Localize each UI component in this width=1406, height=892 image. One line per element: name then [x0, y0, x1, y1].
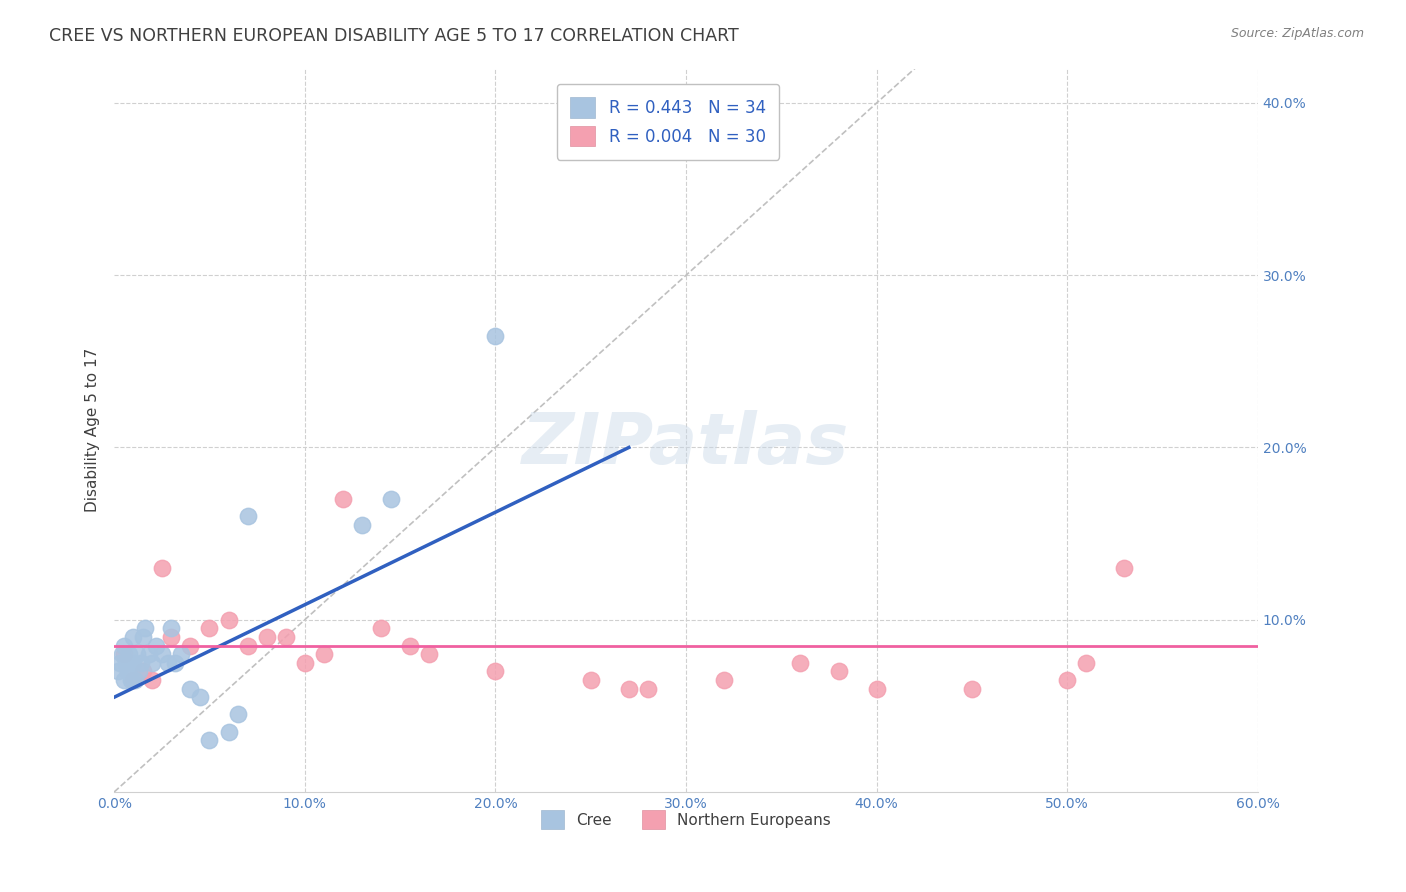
Point: [198, 733, 221, 747]
Point: [256, 630, 278, 644]
Point: [418, 647, 440, 661]
Point: [165, 656, 187, 670]
Point: [713, 673, 735, 687]
Point: [617, 681, 640, 696]
Point: [132, 665, 155, 679]
Point: [218, 724, 240, 739]
Point: [398, 639, 420, 653]
Point: [236, 509, 259, 524]
Point: [637, 681, 659, 696]
Point: [218, 613, 240, 627]
Point: [129, 656, 152, 670]
Point: [484, 665, 506, 679]
Point: [112, 639, 135, 653]
Text: Source: ZipAtlas.com: Source: ZipAtlas.com: [1230, 27, 1364, 40]
Point: [226, 707, 249, 722]
Point: [160, 630, 183, 644]
Point: [124, 673, 146, 687]
Point: [141, 673, 163, 687]
Point: [156, 656, 179, 670]
Point: [380, 492, 402, 507]
Point: [312, 647, 335, 661]
Text: ZIPatlas: ZIPatlas: [523, 410, 849, 479]
Point: [179, 639, 201, 653]
Point: [179, 681, 201, 696]
Point: [1114, 561, 1136, 575]
Point: [274, 630, 297, 644]
Text: CREE VS NORTHERN EUROPEAN DISABILITY AGE 5 TO 17 CORRELATION CHART: CREE VS NORTHERN EUROPEAN DISABILITY AGE…: [49, 27, 740, 45]
Point: [108, 656, 131, 670]
Legend: Cree, Northern Europeans: Cree, Northern Europeans: [534, 804, 837, 835]
Point: [122, 630, 145, 644]
Point: [122, 673, 145, 687]
Point: [236, 639, 259, 653]
Point: [170, 647, 193, 661]
Point: [160, 621, 183, 635]
Point: [117, 665, 139, 679]
Point: [128, 665, 150, 679]
Point: [107, 665, 129, 679]
Point: [114, 656, 136, 670]
Point: [1076, 656, 1098, 670]
Point: [866, 681, 889, 696]
Y-axis label: Disability Age 5 to 17: Disability Age 5 to 17: [86, 348, 100, 512]
Point: [118, 647, 141, 661]
Point: [579, 673, 602, 687]
Point: [138, 647, 160, 661]
Point: [122, 656, 145, 670]
Point: [188, 690, 211, 705]
Point: [294, 656, 316, 670]
Point: [134, 621, 156, 635]
Point: [332, 492, 354, 507]
Point: [827, 665, 849, 679]
Point: [112, 673, 135, 687]
Point: [141, 656, 163, 670]
Point: [350, 518, 373, 533]
Point: [198, 621, 221, 635]
Point: [145, 639, 167, 653]
Point: [370, 621, 392, 635]
Point: [484, 328, 506, 343]
Point: [150, 561, 173, 575]
Point: [111, 647, 134, 661]
Point: [125, 647, 148, 661]
Point: [132, 630, 155, 644]
Point: [150, 647, 173, 661]
Point: [789, 656, 811, 670]
Point: [112, 647, 135, 661]
Point: [1056, 673, 1078, 687]
Point: [120, 673, 142, 687]
Point: [960, 681, 983, 696]
